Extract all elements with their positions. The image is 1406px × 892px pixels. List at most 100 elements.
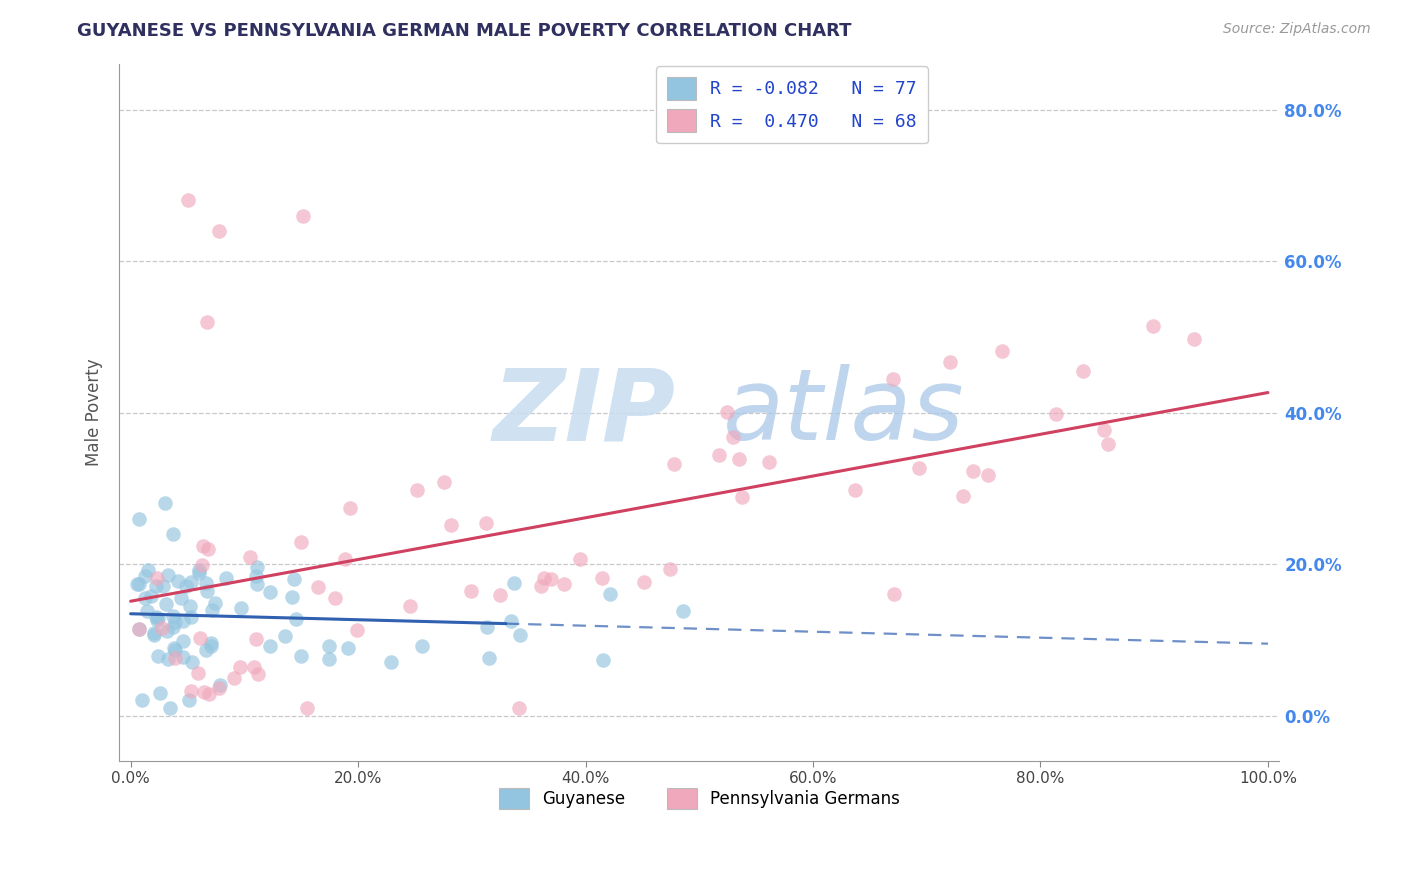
Point bbox=[195, 576, 218, 591]
Point bbox=[721, 430, 744, 444]
Point bbox=[143, 628, 166, 642]
Point bbox=[882, 372, 904, 386]
Point bbox=[128, 576, 150, 591]
Point bbox=[200, 639, 222, 653]
Point bbox=[156, 624, 179, 638]
Point bbox=[134, 569, 156, 583]
Point bbox=[592, 653, 614, 667]
Point bbox=[180, 574, 202, 589]
Point bbox=[165, 643, 187, 657]
Legend: Guyanese, Pennsylvania Germans: Guyanese, Pennsylvania Germans bbox=[492, 781, 907, 815]
Point bbox=[568, 551, 591, 566]
Point bbox=[136, 563, 159, 577]
Point bbox=[214, 571, 236, 585]
Point bbox=[283, 572, 305, 586]
Point bbox=[844, 483, 866, 498]
Point bbox=[503, 576, 526, 591]
Point bbox=[201, 603, 224, 617]
Point bbox=[146, 614, 169, 628]
Point bbox=[204, 596, 226, 610]
Point bbox=[758, 455, 780, 469]
Point bbox=[633, 574, 655, 589]
Point bbox=[128, 622, 150, 636]
Y-axis label: Male Poverty: Male Poverty bbox=[86, 359, 103, 467]
Point bbox=[188, 563, 211, 577]
Point bbox=[190, 632, 212, 646]
Point bbox=[245, 577, 267, 591]
Point bbox=[149, 686, 172, 700]
Point bbox=[127, 577, 149, 591]
Point bbox=[134, 591, 156, 605]
Point bbox=[145, 610, 167, 624]
Point bbox=[1182, 332, 1205, 346]
Point bbox=[499, 614, 522, 628]
Point bbox=[259, 584, 281, 599]
Point bbox=[295, 701, 318, 715]
Point bbox=[308, 580, 330, 594]
Point bbox=[399, 599, 422, 614]
Point bbox=[162, 608, 184, 623]
Point bbox=[339, 501, 361, 516]
Point bbox=[146, 611, 169, 625]
Point bbox=[908, 460, 931, 475]
Point bbox=[170, 591, 193, 605]
Point bbox=[716, 405, 738, 419]
Point bbox=[246, 559, 269, 574]
Point bbox=[172, 633, 194, 648]
Point bbox=[193, 685, 215, 699]
Point bbox=[952, 489, 974, 503]
Point bbox=[284, 612, 307, 626]
Point bbox=[145, 571, 167, 585]
Point bbox=[274, 629, 297, 643]
Point bbox=[229, 601, 252, 615]
Point bbox=[509, 628, 531, 642]
Point bbox=[433, 475, 456, 489]
Point bbox=[553, 577, 575, 591]
Point bbox=[174, 578, 197, 592]
Point bbox=[292, 209, 315, 223]
Point bbox=[180, 684, 202, 698]
Point bbox=[318, 652, 340, 666]
Point bbox=[247, 666, 270, 681]
Point bbox=[478, 651, 501, 665]
Point bbox=[200, 636, 222, 650]
Point bbox=[727, 451, 749, 466]
Point bbox=[165, 615, 187, 629]
Point bbox=[346, 623, 368, 637]
Point bbox=[460, 583, 482, 598]
Point bbox=[1045, 407, 1067, 421]
Point bbox=[259, 639, 281, 653]
Text: ZIP: ZIP bbox=[494, 364, 676, 461]
Point bbox=[477, 620, 499, 634]
Point bbox=[136, 604, 159, 618]
Point bbox=[145, 579, 167, 593]
Point bbox=[883, 587, 905, 601]
Point bbox=[141, 589, 163, 603]
Point bbox=[131, 693, 153, 707]
Point bbox=[406, 483, 429, 497]
Point bbox=[156, 652, 179, 666]
Point bbox=[146, 648, 169, 663]
Point bbox=[239, 549, 262, 564]
Point bbox=[163, 641, 186, 656]
Point bbox=[197, 542, 219, 557]
Point bbox=[191, 558, 214, 573]
Point bbox=[731, 490, 754, 504]
Point bbox=[245, 569, 267, 583]
Point bbox=[142, 626, 165, 640]
Point bbox=[475, 516, 498, 530]
Point bbox=[162, 526, 184, 541]
Point bbox=[318, 639, 340, 653]
Point bbox=[208, 224, 231, 238]
Point bbox=[177, 194, 200, 208]
Point bbox=[209, 678, 232, 692]
Point bbox=[508, 701, 530, 715]
Point bbox=[163, 650, 186, 665]
Point bbox=[179, 693, 201, 707]
Text: GUYANESE VS PENNSYLVANIA GERMAN MALE POVERTY CORRELATION CHART: GUYANESE VS PENNSYLVANIA GERMAN MALE POV… bbox=[77, 22, 852, 40]
Point bbox=[194, 642, 217, 657]
Point bbox=[533, 571, 555, 585]
Point bbox=[188, 566, 211, 580]
Point bbox=[439, 518, 461, 533]
Point bbox=[281, 590, 304, 604]
